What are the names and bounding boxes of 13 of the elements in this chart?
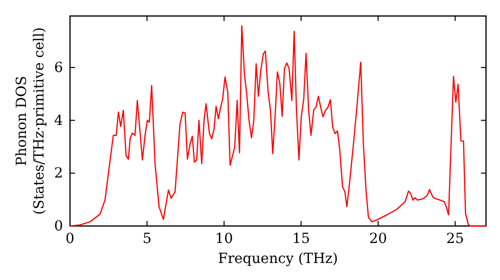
y-tick-label: 4 <box>54 112 64 129</box>
y-tick-label: 6 <box>54 60 64 76</box>
y-axis-title: Phonon DOS (States/THz·primitive cell) <box>14 27 48 215</box>
y-tick-label: 2 <box>54 166 63 182</box>
y-tick-label: 0 <box>54 218 63 234</box>
x-tick-label: 5 <box>142 230 152 247</box>
x-tick-label: 10 <box>215 230 233 247</box>
x-tick-label: 0 <box>66 230 74 247</box>
x-tick-label: 15 <box>292 230 310 247</box>
x-tick-label: 20 <box>369 230 388 247</box>
line-series <box>69 25 487 227</box>
x-axis-title: Frequency (THz) <box>218 251 338 267</box>
x-tick-label: 25 <box>446 230 464 247</box>
